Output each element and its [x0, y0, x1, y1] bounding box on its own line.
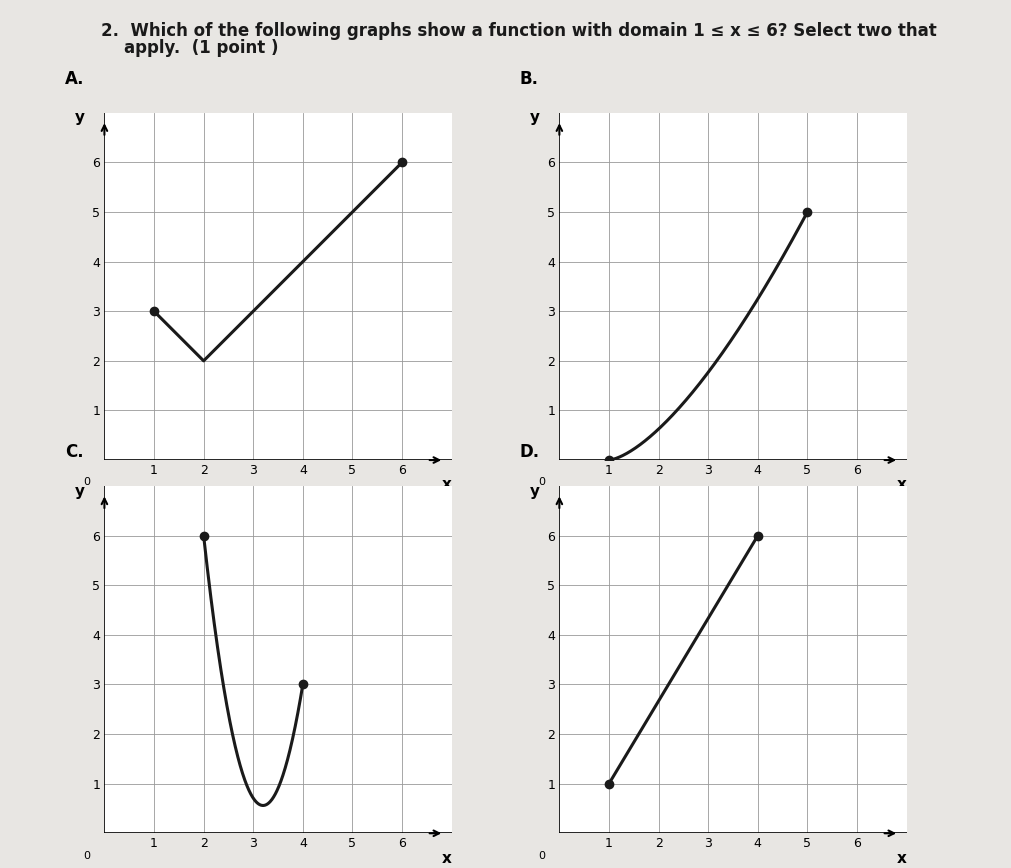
Text: apply.  (1 point ): apply. (1 point ) — [101, 39, 279, 57]
Text: y: y — [75, 483, 85, 498]
Text: y: y — [530, 110, 540, 125]
Text: x: x — [897, 851, 907, 865]
Text: 0: 0 — [84, 477, 91, 487]
Text: B.: B. — [520, 70, 539, 88]
Text: x: x — [897, 477, 907, 492]
Text: 2.  Which of the following graphs show a function with domain 1 ≤ x ≤ 6? Select : 2. Which of the following graphs show a … — [101, 22, 937, 40]
Text: x: x — [442, 477, 452, 492]
Text: D.: D. — [520, 444, 540, 461]
Text: C.: C. — [65, 444, 83, 461]
Text: x: x — [442, 851, 452, 865]
Text: 0: 0 — [84, 851, 91, 860]
Text: 0: 0 — [539, 851, 546, 860]
Text: 0: 0 — [539, 477, 546, 487]
Text: y: y — [75, 110, 85, 125]
Text: A.: A. — [65, 70, 84, 88]
Text: y: y — [530, 483, 540, 498]
